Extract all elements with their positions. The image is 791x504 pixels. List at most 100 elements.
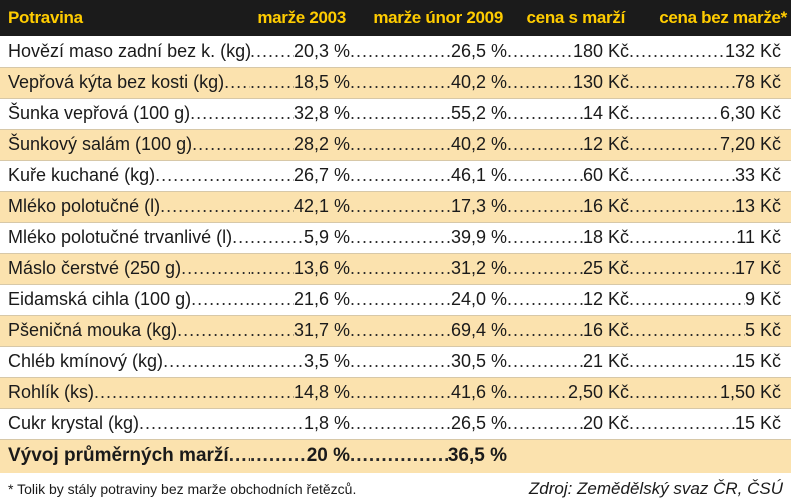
cena-bez-marze-value: 9 Kč bbox=[744, 289, 781, 309]
leader-dots bbox=[350, 196, 451, 217]
marze-2009-value-cell: 40,2 % bbox=[350, 66, 507, 98]
cena-s-marzi-value-cell: 20 Kč bbox=[507, 407, 629, 439]
marze-2009-value-cell: 26,5 % bbox=[350, 36, 507, 67]
marze-2003-value-cell: 42,1 % bbox=[250, 190, 350, 222]
leader-dots bbox=[160, 196, 250, 217]
cena-bez-marze-value: 17 Kč bbox=[734, 258, 781, 278]
leader-dots bbox=[250, 413, 304, 434]
table-row: Šunka vepřová (100 g) 32,8 % 55,2 % 14 Kč 6,… bbox=[0, 97, 791, 129]
leader-dots bbox=[629, 413, 735, 434]
leader-dots bbox=[350, 258, 451, 279]
marze-2003-value: 32,8 % bbox=[293, 103, 350, 123]
food-name: Šunkový salám (100 g) bbox=[8, 134, 193, 154]
leader-dots bbox=[350, 351, 451, 372]
cena-s-marzi-value-cell: 16 Kč bbox=[507, 190, 629, 222]
food-name: Šunka vepřová (100 g) bbox=[8, 103, 191, 123]
cena-bez-marze-value-cell: 17 Kč bbox=[629, 252, 791, 284]
marze-2009-value: 39,9 % bbox=[450, 227, 507, 247]
leader-dots bbox=[629, 165, 735, 186]
summary-empty-cell bbox=[507, 438, 629, 473]
leader-dots bbox=[507, 41, 573, 62]
table-row: Mléko polotučné trvanlivé (l) 5,9 % 39,9 %… bbox=[0, 221, 791, 253]
cena-s-marzi-value: 16 Kč bbox=[582, 320, 629, 340]
header-cena-bez-marze: cena bez marže* bbox=[659, 8, 787, 27]
cena-bez-marze-value: 5 Kč bbox=[744, 320, 781, 340]
cena-s-marzi-value: 12 Kč bbox=[582, 289, 629, 309]
table-row: Šunkový salám (100 g) 28,2 % 40,2 % 12 Kč 7,… bbox=[0, 128, 791, 160]
leader-dots bbox=[629, 289, 745, 310]
leader-dots bbox=[250, 41, 294, 62]
leader-dots bbox=[350, 382, 451, 403]
table-row: Eidamská cihla (100 g) 21,6 % 24,0 % 12 Kč 9… bbox=[0, 283, 791, 315]
leader-dots bbox=[250, 103, 294, 124]
marze-2009-value: 41,6 % bbox=[450, 382, 507, 402]
leader-dots bbox=[250, 351, 304, 372]
food-name: Eidamská cihla (100 g) bbox=[8, 289, 192, 309]
marze-2003-value: 28,2 % bbox=[293, 134, 350, 154]
header-marze-2003: marže 2003 bbox=[257, 8, 346, 27]
table-row: Chléb kmínový (kg) 3,5 % 30,5 % 21 Kč 15 Kč bbox=[0, 345, 791, 377]
food-name: Pšeničná mouka (kg) bbox=[8, 320, 178, 340]
leader-dots bbox=[507, 351, 583, 372]
leader-dots bbox=[192, 134, 250, 155]
cena-bez-marze-value-cell: 15 Kč bbox=[629, 345, 791, 377]
marze-2003-value-cell: 3,5 % bbox=[250, 345, 350, 377]
leader-dots bbox=[94, 382, 250, 403]
table-footer: * Tolik by stály potraviny bez marže obc… bbox=[0, 473, 791, 504]
header-cena-s-marzi: cena s marží bbox=[526, 8, 626, 27]
marze-2003-value-cell: 26,7 % bbox=[250, 159, 350, 191]
cena-bez-marze-value-cell: 7,20 Kč bbox=[629, 128, 791, 160]
summary-label: Vývoj průměrných marží bbox=[8, 445, 229, 467]
leader-dots bbox=[163, 351, 250, 372]
marze-2003-value-cell: 18,5 % bbox=[250, 66, 350, 98]
leader-dots bbox=[507, 382, 568, 403]
marze-2003-value-cell: 31,7 % bbox=[250, 314, 350, 346]
food-name: Mléko polotučné trvanlivé (l) bbox=[8, 227, 233, 247]
cena-s-marzi-value-cell: 18 Kč bbox=[507, 221, 629, 253]
cena-bez-marze-value: 7,20 Kč bbox=[719, 134, 781, 154]
leader-dots bbox=[190, 103, 250, 124]
food-name-cell: Šunkový salám (100 g) bbox=[0, 128, 250, 160]
leader-dots bbox=[629, 382, 720, 403]
marze-2009-value-cell: 31,2 % bbox=[350, 252, 507, 284]
leader-dots bbox=[629, 103, 720, 124]
cena-s-marzi-value: 21 Kč bbox=[582, 351, 629, 371]
leader-dots bbox=[350, 320, 451, 341]
leader-dots bbox=[229, 445, 250, 467]
marze-2009-value: 40,2 % bbox=[450, 72, 507, 92]
food-name: Mléko polotučné (l) bbox=[8, 196, 161, 216]
cena-bez-marze-value: 1,50 Kč bbox=[719, 382, 781, 402]
marze-2009-value-cell: 39,9 % bbox=[350, 221, 507, 253]
table-row: Vepřová kýta bez kosti (kg) 18,5 % 40,2 % 1… bbox=[0, 66, 791, 98]
leader-dots bbox=[629, 41, 725, 62]
marze-2009-value: 55,2 % bbox=[450, 103, 507, 123]
cena-s-marzi-value-cell: 14 Kč bbox=[507, 97, 629, 129]
marze-2003-value: 13,6 % bbox=[293, 258, 350, 278]
marze-2009-value-cell: 69,4 % bbox=[350, 314, 507, 346]
leader-dots bbox=[629, 227, 736, 248]
margin-table: Potravina marže 2003 marže únor 2009 cen… bbox=[0, 0, 791, 473]
leader-dots bbox=[507, 165, 583, 186]
summary-marze-2003-cell: 20 % bbox=[250, 438, 350, 473]
leader-dots bbox=[232, 227, 250, 248]
table-row: Mléko polotučné (l) 42,1 % 17,3 % 16 Kč 13 K… bbox=[0, 190, 791, 222]
marze-2003-value-cell: 28,2 % bbox=[250, 128, 350, 160]
marze-2003-value: 42,1 % bbox=[293, 196, 350, 216]
leader-dots bbox=[507, 103, 583, 124]
cena-bez-marze-value-cell: 132 Kč bbox=[629, 36, 791, 67]
marze-2009-value: 46,1 % bbox=[450, 165, 507, 185]
food-name-cell: Šunka vepřová (100 g) bbox=[0, 97, 250, 129]
leader-dots bbox=[507, 413, 583, 434]
cena-s-marzi-value: 12 Kč bbox=[582, 134, 629, 154]
marze-2009-value: 69,4 % bbox=[450, 320, 507, 340]
leader-dots bbox=[250, 227, 304, 248]
marze-2009-value: 26,5 % bbox=[450, 413, 507, 433]
cena-bez-marze-value-cell: 15 Kč bbox=[629, 407, 791, 439]
leader-dots bbox=[250, 196, 294, 217]
cena-bez-marze-value: 6,30 Kč bbox=[719, 103, 781, 123]
cena-bez-marze-value-cell: 78 Kč bbox=[629, 66, 791, 98]
cena-bez-marze-value: 13 Kč bbox=[734, 196, 781, 216]
cena-s-marzi-value-cell: 12 Kč bbox=[507, 128, 629, 160]
cena-bez-marze-value: 132 Kč bbox=[724, 40, 781, 61]
